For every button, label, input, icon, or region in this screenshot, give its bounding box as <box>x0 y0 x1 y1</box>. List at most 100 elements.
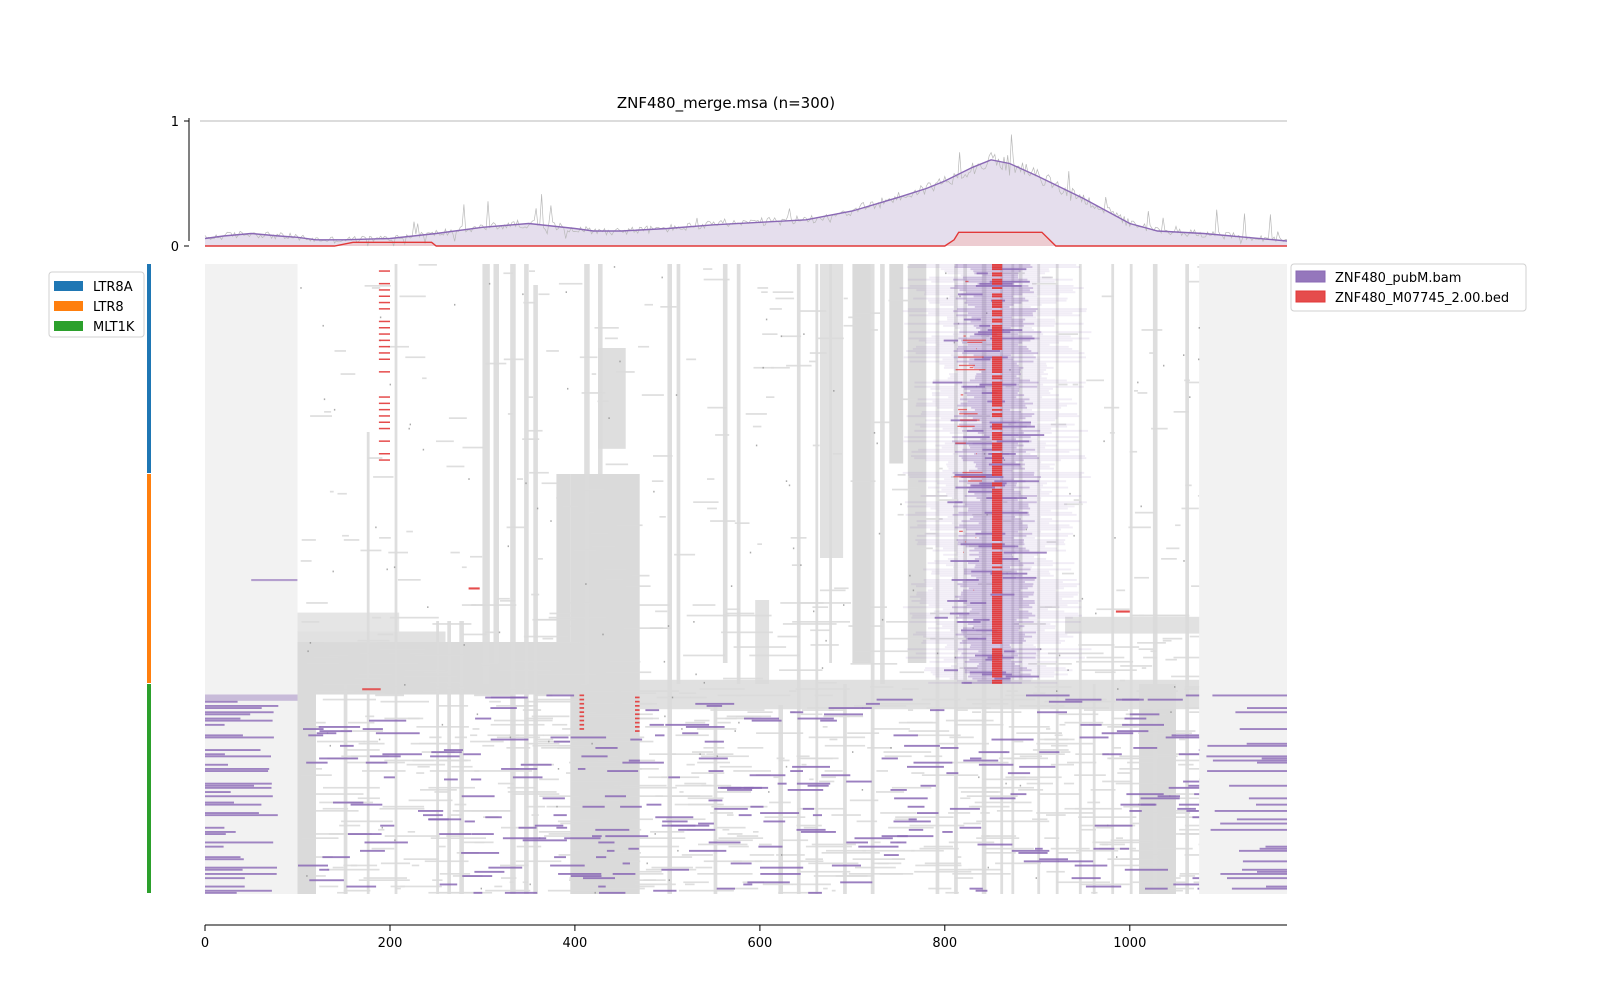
heatmap-signal-read <box>1035 847 1043 850</box>
heatmap-gap-fragment <box>1138 648 1154 650</box>
heatmap-gap-fragment <box>780 602 824 604</box>
heatmap-gap-fragment <box>867 747 892 749</box>
heatmap-gap-fragment <box>850 663 898 665</box>
heatmap-motif-hit <box>992 467 1003 470</box>
heatmap-gap-fragment <box>388 652 396 655</box>
heatmap-signal-core <box>961 293 1023 296</box>
heatmap-motif-hit <box>992 375 1003 378</box>
heatmap-gap-fragment <box>516 845 542 848</box>
heatmap-mismatch-dot <box>1040 648 1042 650</box>
profile-ytick-label-1: 1 <box>171 115 179 130</box>
heatmap-signal-read <box>986 497 1027 499</box>
heatmap-mismatch-dot <box>404 684 406 686</box>
heatmap-motif-hit <box>992 387 1003 390</box>
heatmap-signal-read <box>1129 713 1160 716</box>
heatmap-motif-hit <box>992 614 1003 617</box>
heatmap-gap-fragment <box>422 377 427 380</box>
heatmap-gap-fragment <box>539 778 559 781</box>
heatmap-gap-fragment <box>981 835 1017 837</box>
heatmap-right-flank-signal <box>1220 822 1287 825</box>
heatmap-gap-fragment <box>703 268 713 270</box>
heatmap-gap-fragment <box>1193 881 1200 884</box>
heatmap-motif-hit <box>992 312 1003 315</box>
heatmap-signal-read <box>949 807 980 810</box>
heatmap-gap-column <box>1152 264 1158 894</box>
heatmap-gap-fragment <box>655 610 668 613</box>
heatmap-motif-hit <box>992 394 1003 397</box>
heatmap-gap-fragment <box>687 797 724 800</box>
heatmap-gap-fragment <box>538 558 543 560</box>
heatmap-gap-fragment <box>764 816 806 818</box>
heatmap-gap-fragment <box>1159 692 1172 695</box>
heatmap-motif-hit <box>992 520 1003 523</box>
heatmap-right-flank-signal <box>1248 797 1287 800</box>
heatmap-gap-fragment <box>360 549 382 552</box>
heatmap-signal-read <box>913 761 953 764</box>
heatmap-signal-read <box>1178 803 1200 806</box>
heatmap-signal-halo <box>920 597 1063 600</box>
heatmap-gap-fragment <box>362 770 406 772</box>
heatmap-mismatch-dot <box>957 322 960 325</box>
heatmap-motif-hit <box>992 558 1003 560</box>
heatmap-motif-hit <box>992 295 1003 298</box>
heatmap-gap-fragment <box>1026 782 1053 785</box>
heatmap-left-flank-signal <box>205 801 234 804</box>
heatmap-gap-fragment <box>506 747 531 749</box>
heatmap-gap-fragment <box>323 684 381 686</box>
heatmap-gap-fragment <box>854 705 907 707</box>
heatmap-signal-read <box>1048 700 1083 703</box>
heatmap-gap-fragment <box>428 891 483 894</box>
heatmap-signal-read <box>520 763 552 766</box>
heatmap-left-flank-signal <box>205 841 274 844</box>
heatmap-signal-read <box>362 728 383 730</box>
heatmap-gap-fragment <box>1173 656 1200 659</box>
heatmap-mismatch-dot <box>861 789 864 791</box>
heatmap-right-flank-signal <box>1239 849 1287 852</box>
heatmap-signal-read <box>940 747 959 749</box>
heatmap-signal-halo <box>924 293 1060 296</box>
heatmap-motif-hit <box>635 717 640 720</box>
heatmap-gap-fragment <box>1181 507 1199 510</box>
heatmap-gap-fragment <box>1102 780 1132 783</box>
heatmap-gap-fragment <box>1089 723 1129 726</box>
heatmap-gap-fragment <box>439 845 446 848</box>
heatmap-gap-fragment <box>852 660 869 663</box>
heatmap-motif-hit <box>992 652 1003 655</box>
heatmap-signal-read <box>655 734 665 737</box>
heatmap-motif-hit <box>992 381 1003 384</box>
heatmap-signal-read <box>992 268 1027 271</box>
heatmap-mismatch-dot <box>602 633 604 636</box>
heatmap-mismatch-dot <box>785 765 788 768</box>
heatmap-gap-fragment <box>873 841 881 844</box>
heatmap-motif-hit <box>635 709 640 711</box>
heatmap-signal-read <box>350 803 383 806</box>
heatmap-gap-column <box>1185 264 1189 894</box>
heatmap-gap-fragment <box>1036 812 1094 814</box>
heatmap-signal-core <box>963 589 1021 592</box>
heatmap-motif-hit <box>965 541 966 543</box>
heatmap-motif-hit <box>992 383 1003 386</box>
heatmap-motif-hit <box>992 539 1003 541</box>
heatmap-gap-fragment <box>526 805 545 808</box>
heatmap-signal-read <box>760 866 804 869</box>
heatmap-signal-read <box>777 782 787 785</box>
heatmap-gap-fragment <box>877 702 931 705</box>
heatmap-gap-fragment <box>824 770 843 772</box>
heatmap-gap-fragment <box>557 747 584 749</box>
heatmap-gap-fragment <box>791 883 831 886</box>
heatmap-motif-hit <box>992 272 1003 275</box>
heatmap-gap-fragment <box>902 398 917 401</box>
heatmap-gap-fragment <box>1007 757 1027 760</box>
heatmap-gap-fragment <box>630 795 664 797</box>
heatmap-gap-fragment <box>1085 816 1137 818</box>
heatmap-gap-fragment <box>823 887 828 890</box>
heatmap-signal-read <box>346 885 377 888</box>
heatmap-gap-fragment <box>1008 726 1050 728</box>
heatmap-gap-fragment <box>872 728 910 730</box>
heatmap-signal-read <box>1071 877 1101 880</box>
heatmap-motif-hit <box>992 427 1003 430</box>
heatmap-signal-read <box>1002 576 1037 579</box>
heatmap-signal-read <box>439 883 458 886</box>
heatmap-gap-fragment <box>538 293 550 296</box>
heatmap-gap-fragment <box>306 663 340 665</box>
